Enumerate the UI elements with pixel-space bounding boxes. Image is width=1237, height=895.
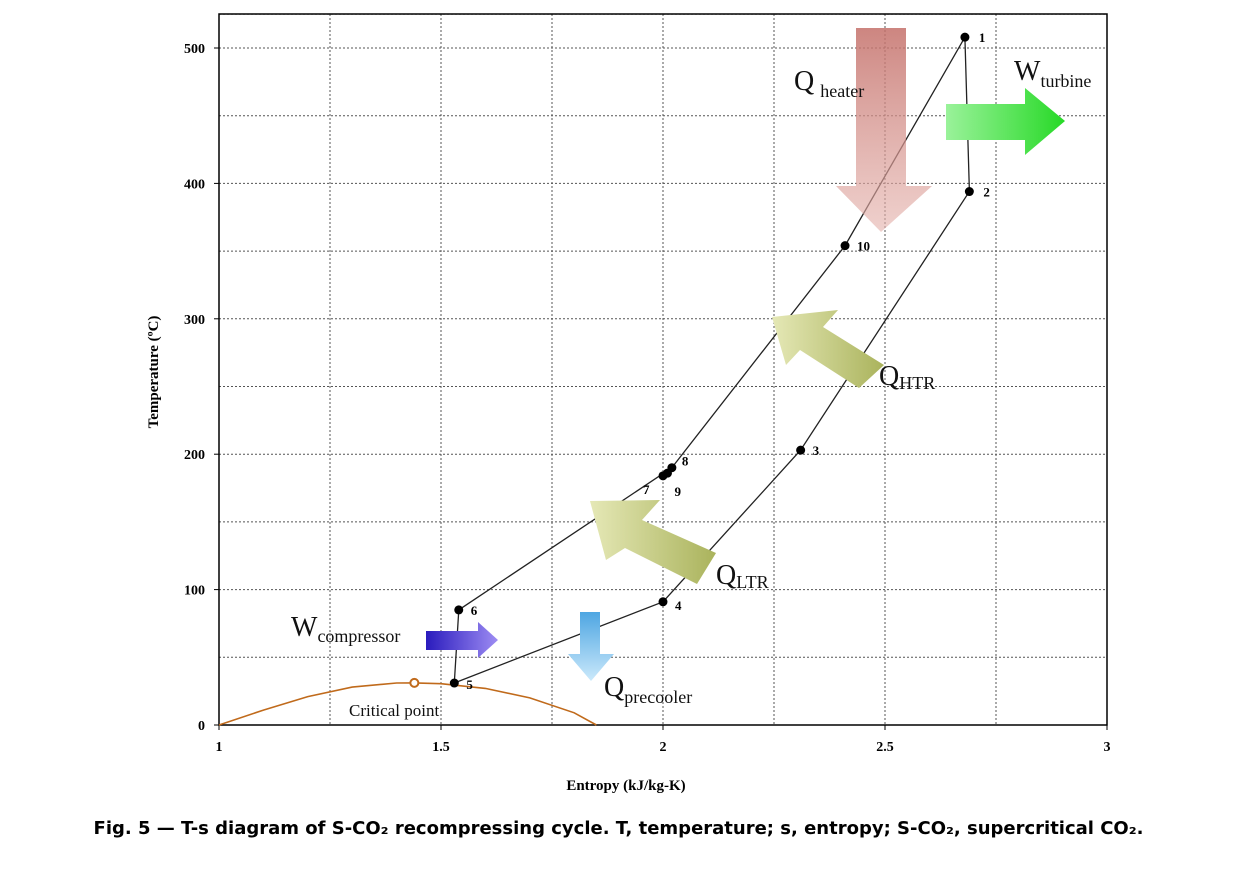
ts-diagram-chart: 1 1.5 2 2.5 3 0 100 200 300 400 500 Entropy (kJ/k… bbox=[146, 13, 1111, 794]
state-point-label: 2 bbox=[983, 185, 990, 200]
x-tick-label: 3 bbox=[1104, 740, 1111, 755]
state-point-4 bbox=[658, 597, 668, 607]
y-tick-label: 500 bbox=[184, 42, 205, 57]
x-tick-label: 1 bbox=[216, 740, 223, 755]
state-point-label: 5 bbox=[466, 677, 473, 692]
state-point-label: 10 bbox=[857, 239, 870, 254]
x-axis-title: Entropy (kJ/kg-K) bbox=[566, 778, 685, 794]
q-heater-arrow bbox=[836, 28, 932, 232]
w-turbine-arrow bbox=[946, 88, 1065, 155]
q-htr-arrow bbox=[772, 310, 884, 388]
x-tick-label: 2.5 bbox=[876, 740, 894, 755]
state-point-10 bbox=[840, 241, 850, 251]
state-point-label: 4 bbox=[675, 598, 682, 613]
state-point-label: 9 bbox=[674, 484, 681, 499]
w-compressor-label: Wcompressor bbox=[291, 612, 400, 646]
y-axis-ticks: 0 100 200 300 400 500 bbox=[184, 42, 219, 734]
state-point-label: 8 bbox=[682, 454, 689, 469]
q-precooler-arrow bbox=[568, 612, 614, 681]
y-tick-label: 0 bbox=[198, 719, 205, 734]
y-tick-label: 100 bbox=[184, 584, 205, 599]
w-turbine-label: Wturbine bbox=[1014, 56, 1091, 91]
x-tick-label: 2 bbox=[660, 740, 667, 755]
state-point-2 bbox=[964, 187, 974, 197]
state-point-label: 6 bbox=[471, 603, 478, 618]
y-tick-label: 300 bbox=[184, 313, 205, 328]
figure-caption: Fig. 5 — T-s diagram of S-CO₂ recompress… bbox=[93, 818, 1144, 839]
x-axis-ticks: 1 1.5 2 2.5 3 bbox=[216, 725, 1111, 755]
state-point-label: 3 bbox=[813, 443, 820, 458]
q-precooler-label: Qprecooler bbox=[604, 672, 692, 707]
state-point-3 bbox=[796, 445, 806, 455]
state-points: 1 2 3 4 5 6 7 89 10 bbox=[449, 30, 990, 692]
state-point-label: 1 bbox=[979, 30, 986, 45]
y-axis-title: Temperature (ºC) bbox=[146, 316, 162, 429]
q-ltr-arrow bbox=[590, 500, 716, 584]
q-ltr-label: QLTR bbox=[716, 560, 769, 592]
y-tick-label: 400 bbox=[184, 177, 205, 192]
state-point-label: 7 bbox=[643, 482, 650, 497]
x-tick-label: 1.5 bbox=[432, 740, 450, 755]
state-point-5 bbox=[449, 678, 459, 688]
critical-point-marker bbox=[409, 677, 420, 688]
state-point-1 bbox=[960, 32, 970, 42]
y-tick-label: 200 bbox=[184, 448, 205, 463]
w-compressor-arrow bbox=[426, 622, 498, 658]
critical-point-label: Critical point bbox=[349, 701, 439, 720]
state-point-9 bbox=[662, 468, 672, 478]
state-point-6 bbox=[454, 605, 464, 615]
q-htr-label: QHTR bbox=[879, 361, 935, 393]
